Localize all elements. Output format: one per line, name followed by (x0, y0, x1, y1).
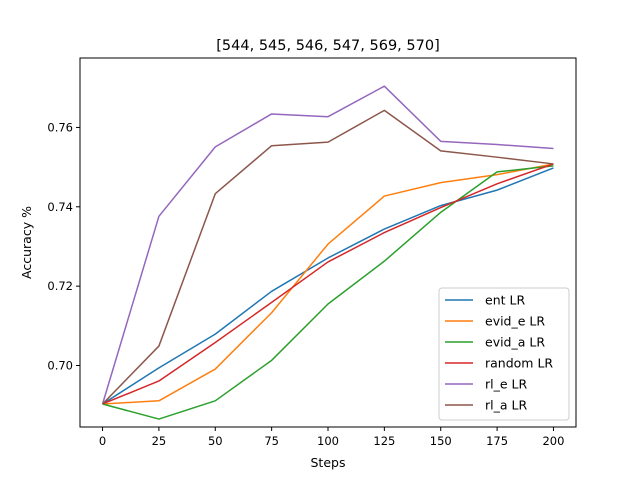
chart-title: [544, 545, 546, 547, 569, 570] (216, 38, 439, 54)
legend-label: rl_e LR (485, 377, 527, 392)
y-axis-label: Accuracy % (19, 206, 34, 279)
legend-label: random LR (485, 356, 553, 371)
series-line-rl-e-lr (101, 85, 554, 405)
y-tick-label: 0.72 (47, 279, 73, 293)
x-tick-label: 75 (264, 434, 279, 448)
y-tick-label: 0.76 (47, 120, 73, 134)
series-line-evid-e-lr (102, 163, 554, 405)
x-tick-label: 200 (542, 434, 564, 448)
x-tick-label: 100 (317, 434, 339, 448)
legend-label: evid_e LR (485, 314, 545, 329)
x-tick-label: 50 (208, 434, 223, 448)
y-tick-label: 0.70 (47, 359, 73, 373)
series-layer (101, 85, 554, 420)
x-tick-label: 25 (152, 434, 167, 448)
x-tick-label: 125 (373, 434, 395, 448)
x-tick-label: 0 (99, 434, 106, 448)
x-axis-label: Steps (311, 455, 346, 470)
legend-label: ent LR (485, 293, 525, 308)
series-line-random-lr (102, 163, 554, 405)
series-line-rl-a-lr (102, 109, 554, 405)
y-tick-label: 0.74 (47, 200, 73, 214)
legend-label: evid_a LR (485, 335, 545, 350)
series-line-ent-lr (102, 167, 554, 405)
x-tick-label: 175 (486, 434, 508, 448)
legend: ent LR evid_e LR evid_a LR random LR rl_e LR… (438, 287, 570, 421)
legend-label: rl_a LR (485, 398, 527, 413)
x-tick-label: 150 (430, 434, 452, 448)
series-line-evid-a-lr (102, 165, 554, 420)
y-axis: 0.70 0.72 0.74 0.76 (47, 120, 80, 373)
x-axis: 0 25 50 75 100 125 150 175 200 (99, 427, 564, 448)
